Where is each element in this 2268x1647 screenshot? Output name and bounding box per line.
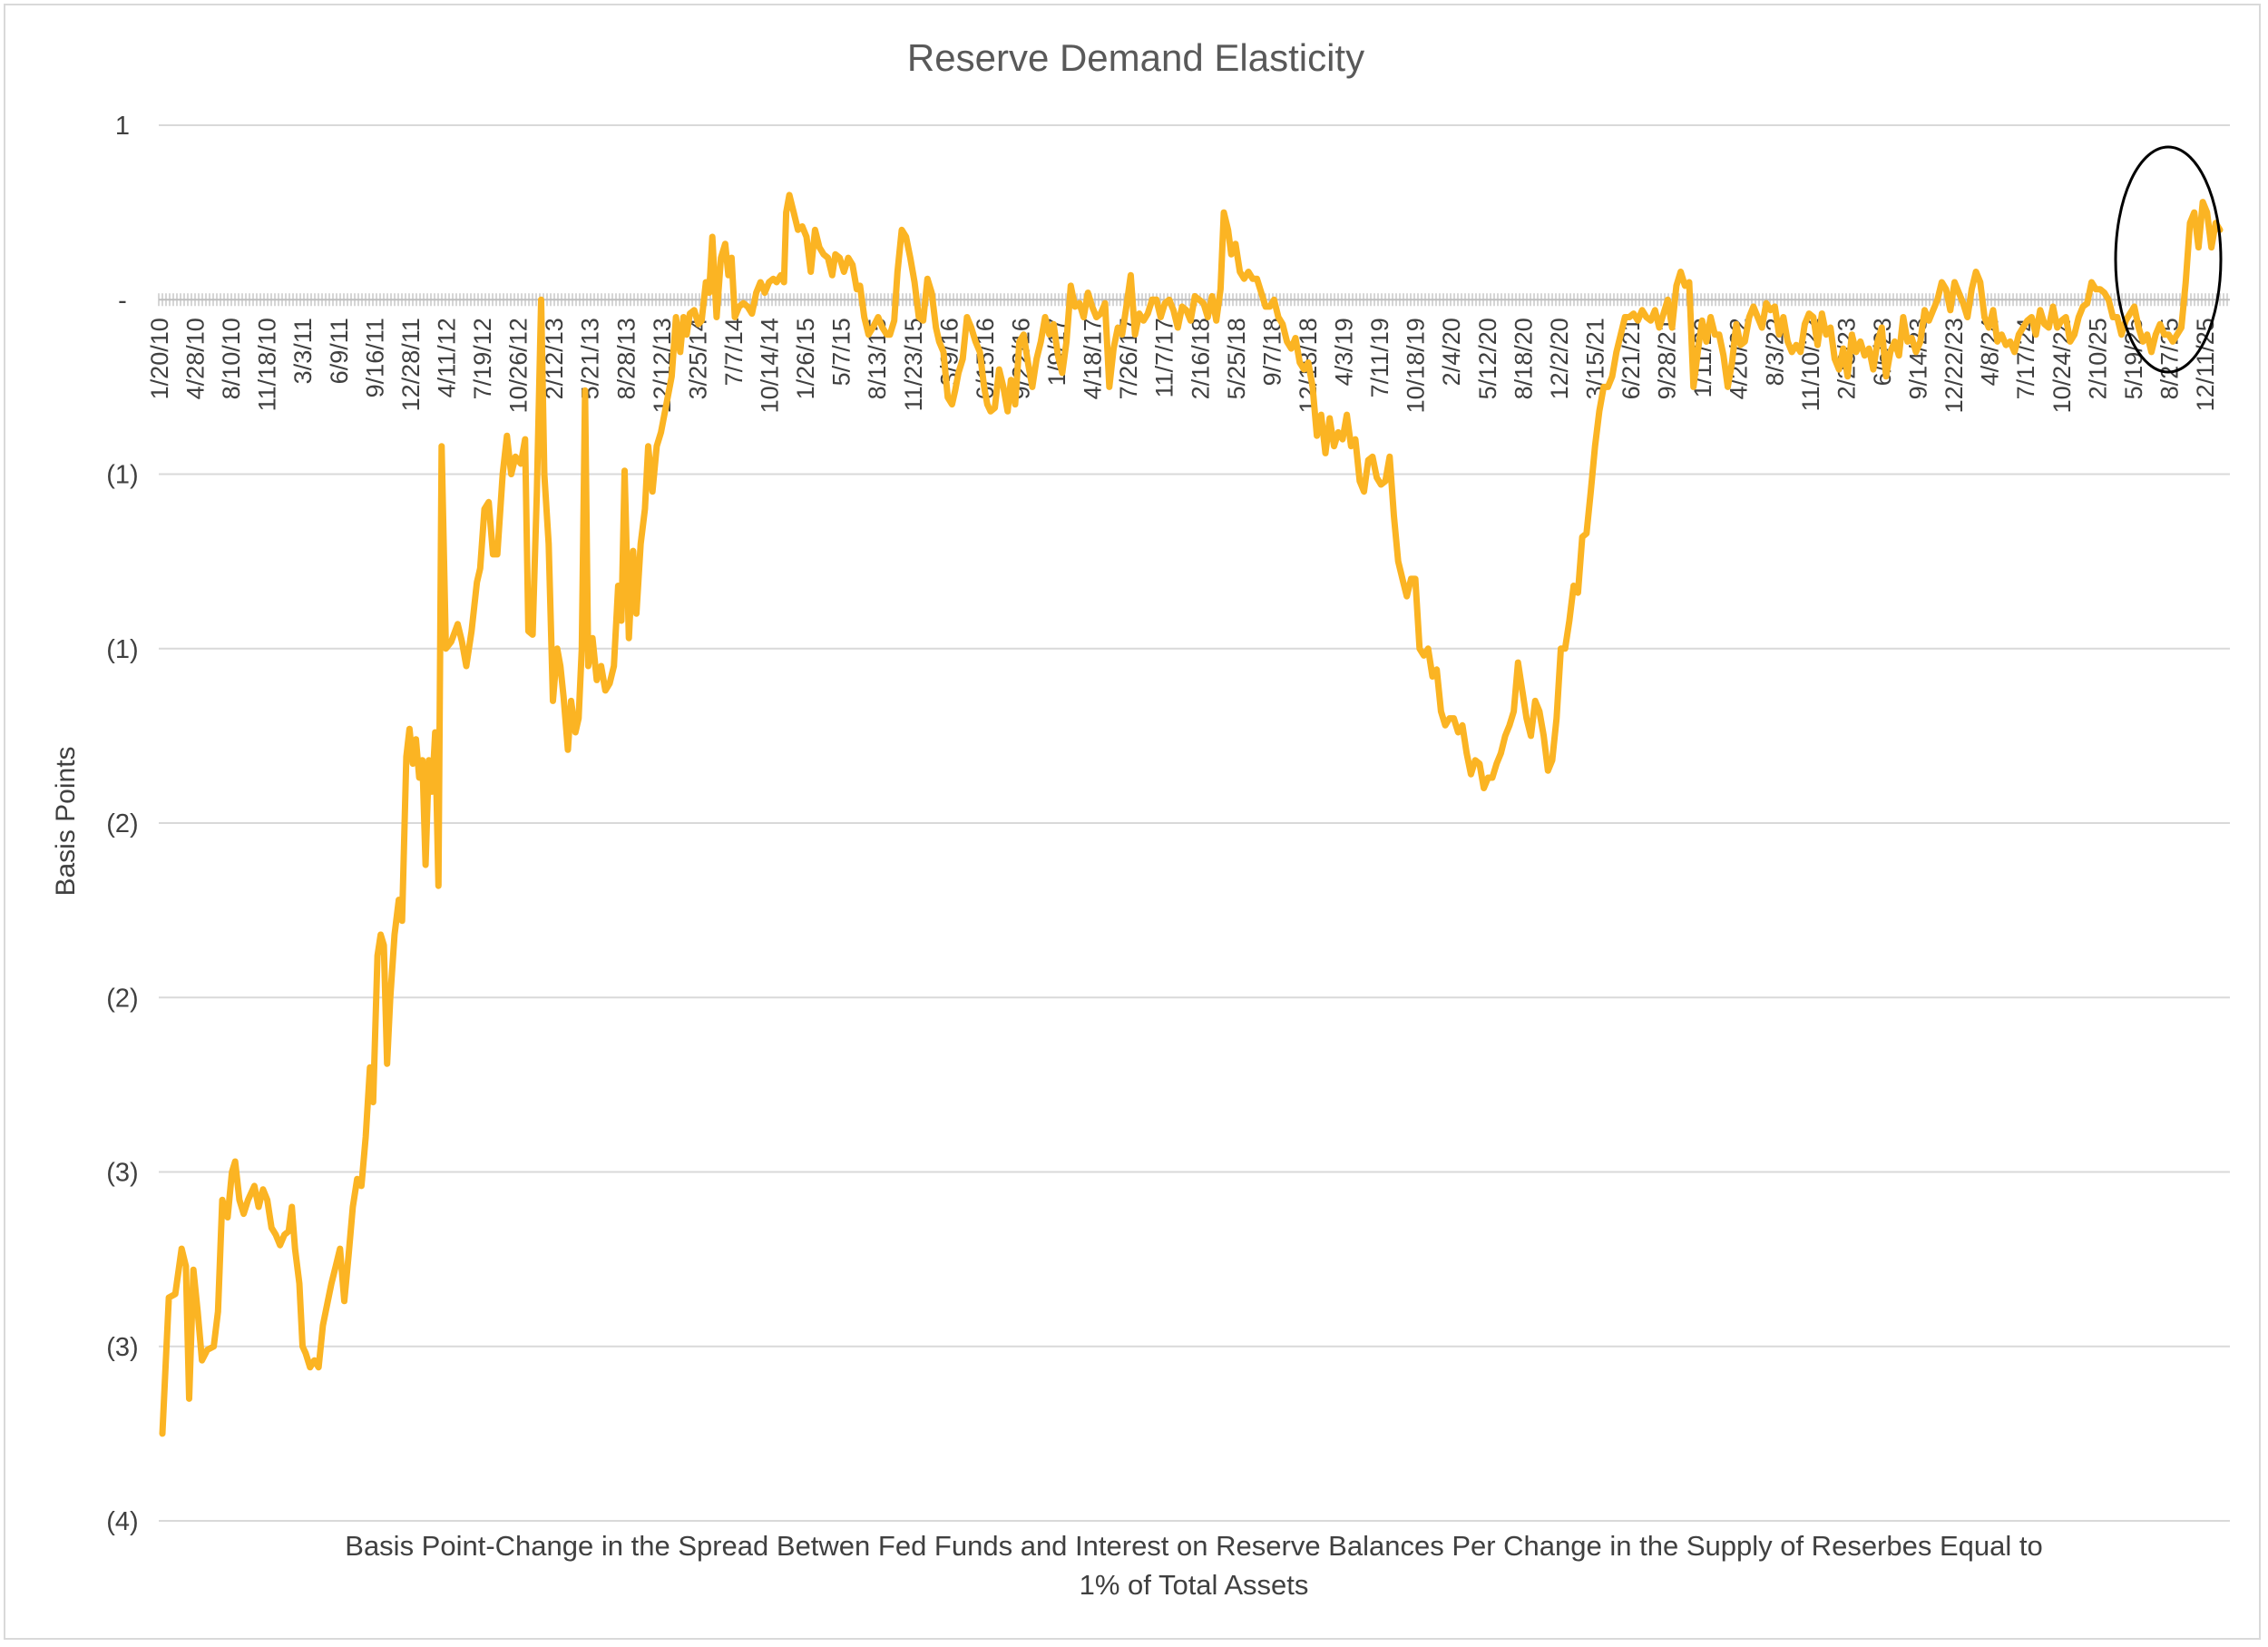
- x-tick-label: 10/26/12: [505, 318, 533, 413]
- x-tick-label: 10/18/19: [1403, 318, 1430, 413]
- series-line-reserve-demand-elasticity: [159, 191, 2224, 1437]
- x-tick-label: 5/25/18: [1223, 318, 1250, 399]
- x-tick-label: 11/18/10: [254, 318, 281, 411]
- x-tick-label: 5/21/13: [577, 318, 604, 399]
- x-tick-label: 2/4/20: [1438, 318, 1465, 386]
- x-tick-label: 12/28/11: [397, 318, 425, 411]
- x-axis-label-line-2: 1% of Total Assets: [1080, 1569, 1309, 1601]
- x-tick-label: 1/20/10: [146, 318, 173, 399]
- x-tick-label: 2/10/25: [2084, 318, 2111, 399]
- y-tick-label: (1): [106, 635, 138, 664]
- x-tick-label: 5/7/15: [828, 318, 855, 386]
- x-tick-label: 1/26/15: [792, 318, 819, 399]
- x-tick-label: 7/7/14: [720, 318, 748, 386]
- x-tick-label: 11/7/17: [1151, 318, 1178, 397]
- x-tick-label: 3/3/11: [289, 318, 317, 384]
- y-tick-label: (3): [106, 1159, 138, 1188]
- x-tick-label: 4/11/12: [433, 318, 460, 397]
- x-tick-label: 4/18/17: [1080, 318, 1107, 399]
- y-axis-ticks: 1 - (1) (1) (2) (2) (3) (3) (4): [106, 112, 138, 1536]
- x-tick-label: 4/28/10: [182, 318, 210, 399]
- x-tick-label: 9/16/11: [361, 318, 388, 397]
- x-tick-label: 7/19/12: [469, 318, 496, 399]
- x-tick-label: 6/9/11: [326, 318, 353, 384]
- x-tick-label: 8/10/10: [218, 318, 245, 399]
- y-tick-label: (4): [106, 1507, 138, 1536]
- x-tick-label: 7/11/19: [1366, 318, 1393, 397]
- x-tick-label: 8/18/20: [1510, 318, 1537, 399]
- x-axis-label-line-1: Basis Point-Change in the Spread Betwen …: [345, 1530, 2042, 1562]
- x-tick-label: 9/28/21: [1654, 318, 1681, 399]
- x-tick-label: 5/12/20: [1474, 318, 1501, 399]
- y-tick-label: (1): [106, 461, 138, 490]
- x-tick-label: 11/23/15: [900, 318, 927, 411]
- y-tick-label: (2): [106, 809, 138, 838]
- x-tick-label: 12/22/23: [1941, 318, 1968, 413]
- y-tick-label: -: [118, 286, 127, 315]
- highlight-ellipse: [2114, 145, 2223, 374]
- y-tick-label: (3): [106, 1333, 138, 1362]
- y-tick-label: 1: [115, 112, 130, 141]
- y-axis-label: Basis Points: [51, 746, 81, 896]
- x-tick-label: 9/14/23: [1905, 318, 1932, 399]
- x-tick-label: 2/16/18: [1187, 318, 1214, 399]
- x-tick-label: 10/14/14: [757, 318, 784, 413]
- x-tick-label: 4/3/19: [1331, 318, 1358, 386]
- y-tick-label: (2): [106, 984, 138, 1013]
- x-tick-label: 12/11/25: [2192, 318, 2219, 411]
- chart-title: Reserve Demand Elasticity: [907, 36, 1364, 79]
- x-tick-label: 12/2/20: [1546, 318, 1573, 399]
- x-tick-label: 8/28/13: [612, 318, 640, 399]
